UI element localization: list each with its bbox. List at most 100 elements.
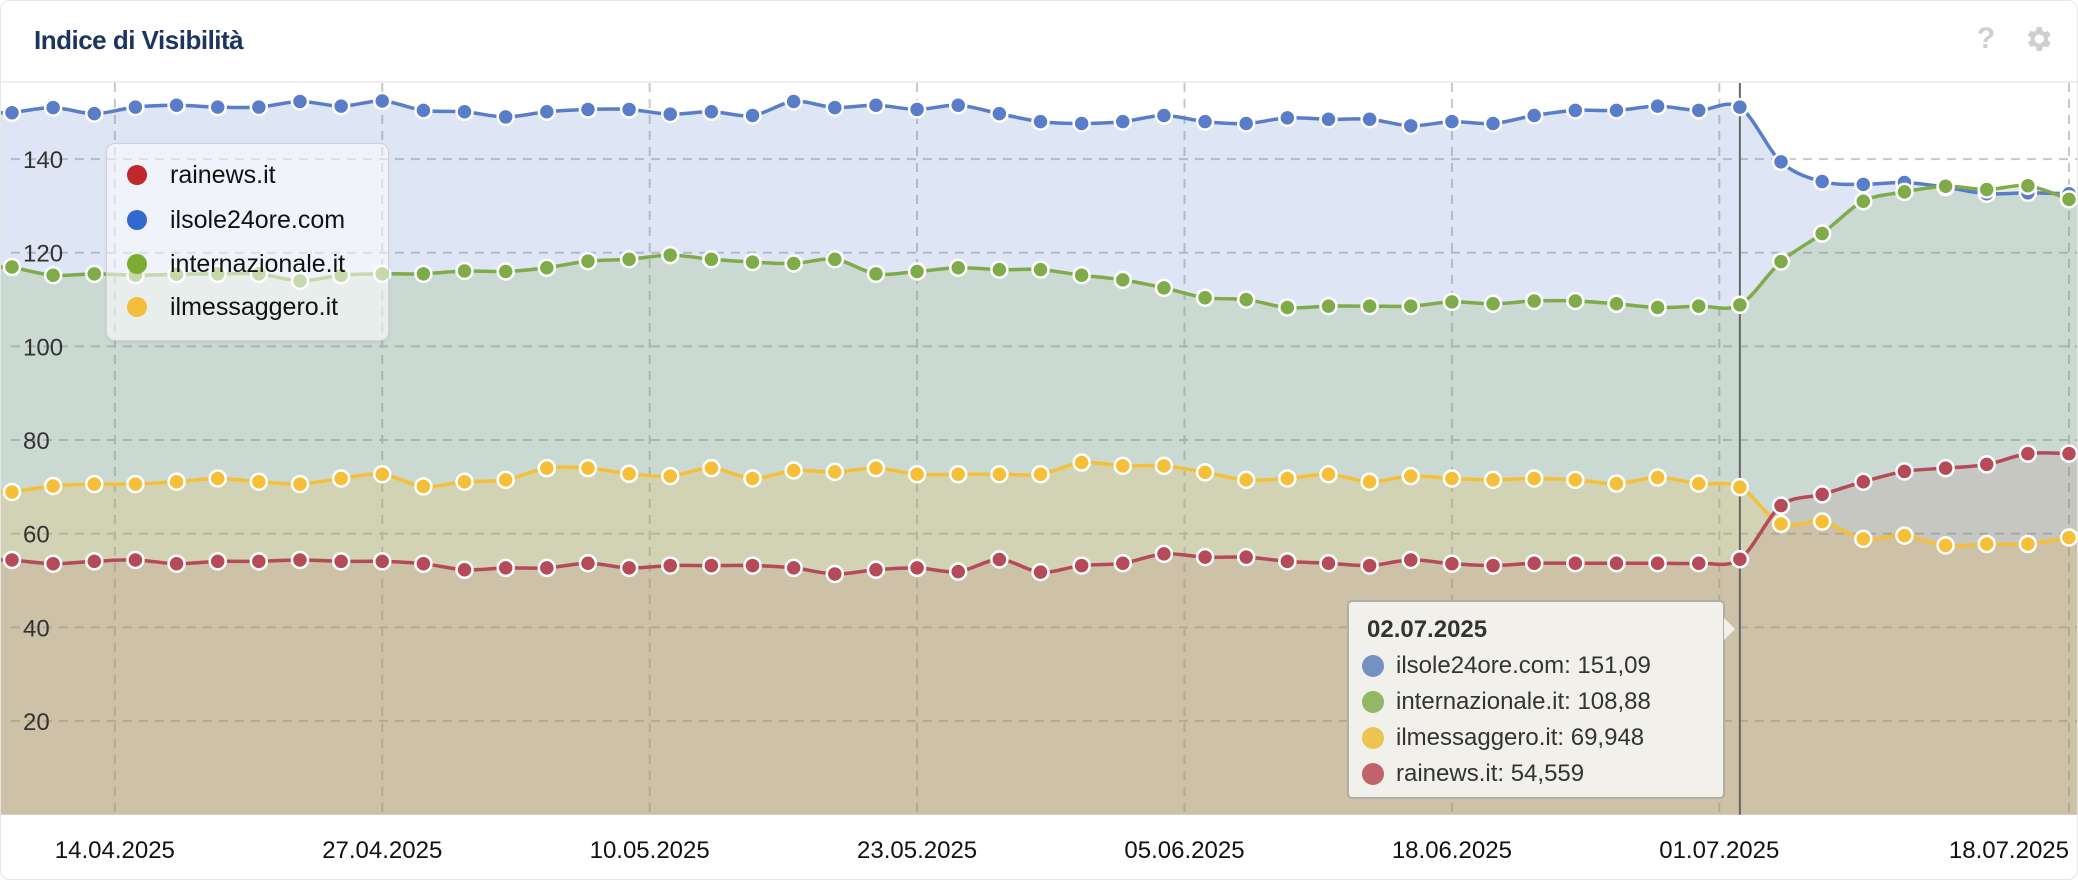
point-ilmessaggero-it (784, 461, 803, 480)
point-internazionale-it (1113, 270, 1133, 290)
series-dot-icon (1362, 655, 1384, 677)
point-ilmessaggero-it (1278, 469, 1297, 488)
point-ilsole24ore-com (1648, 96, 1667, 116)
tooltip-value: ilsole24ore.com: 151,09 (1396, 652, 1651, 679)
point-ilmessaggero-it (1236, 470, 1256, 490)
point-internazionale-it (1566, 291, 1585, 311)
y-tick-label: 100 (23, 334, 63, 361)
point-internazionale-it (1812, 224, 1832, 243)
point-internazionale-it (1195, 288, 1215, 307)
point-ilmessaggero-it (537, 458, 557, 478)
point-internazionale-it (660, 245, 680, 265)
point-ilsole24ore-com (702, 102, 721, 122)
x-tick-label: 18.07.2025 (1949, 837, 2069, 864)
point-ilsole24ore-com (578, 100, 598, 119)
point-ilmessaggero-it (1113, 456, 1133, 476)
point-ilsole24ore-com (1566, 101, 1585, 120)
legend-item-rainews[interactable]: rainews.it (127, 158, 276, 192)
y-tick-label: 120 (23, 241, 63, 268)
point-ilmessaggero-it (1195, 463, 1215, 482)
point-rainews-it (660, 556, 680, 575)
point-internazionale-it (537, 258, 557, 277)
point-internazionale-it (866, 264, 886, 284)
point-ilmessaggero-it (208, 469, 227, 488)
point-rainews-it (743, 556, 762, 575)
point-rainews-it (1195, 547, 1215, 567)
point-ilsole24ore-com (1319, 110, 1338, 129)
point-ilsole24ore-com (1442, 112, 1462, 131)
point-rainews-it (1360, 556, 1379, 575)
point-internazionale-it (743, 252, 762, 272)
legend-item-internazionale[interactable]: internazionale.it (127, 247, 345, 281)
point-rainews-it (1278, 552, 1297, 571)
point-internazionale-it (1854, 191, 1873, 211)
point-ilsole24ore-com (1113, 112, 1133, 131)
y-tick-label: 140 (23, 147, 63, 174)
point-ilmessaggero-it (1648, 468, 1667, 487)
point-rainews-it (1319, 553, 1338, 573)
point-ilmessaggero-it (414, 477, 433, 496)
legend-label: internazionale.it (170, 249, 346, 278)
series-dot-icon (1362, 691, 1384, 713)
point-ilsole24ore-com (1360, 110, 1379, 129)
point-ilmessaggero-it (43, 476, 63, 496)
point-ilmessaggero-it (743, 469, 762, 488)
point-ilmessaggero-it (331, 469, 351, 488)
point-ilsole24ore-com (866, 95, 886, 115)
point-internazionale-it (578, 251, 598, 271)
point-ilmessaggero-it (1442, 469, 1462, 488)
point-ilsole24ore-com (331, 96, 351, 116)
point-internazionale-it (619, 250, 639, 269)
point-ilsole24ore-com (1771, 152, 1791, 172)
point-ilsole24ore-com (660, 104, 680, 124)
point-ilsole24ore-com (784, 92, 803, 111)
x-tick-label: 18.06.2025 (1392, 837, 1512, 864)
point-rainews-it (1113, 553, 1133, 573)
point-internazionale-it (1936, 176, 1955, 196)
chart-tooltip: 02.07.2025 ilsole24ore.com: 151,09 inter… (1347, 600, 1735, 799)
point-ilmessaggero-it (1607, 474, 1626, 493)
point-ilmessaggero-it (167, 472, 186, 491)
point-ilmessaggero-it (126, 474, 145, 494)
y-tick-label: 60 (23, 522, 50, 549)
point-rainews-it (784, 558, 803, 578)
help-icon[interactable]: ? (1976, 22, 1996, 55)
point-ilsole24ore-com (1236, 114, 1256, 133)
point-ilsole24ore-com (537, 102, 557, 122)
point-internazionale-it (1442, 292, 1462, 312)
point-rainews-it (619, 558, 639, 578)
point-ilmessaggero-it (1524, 469, 1544, 488)
point-ilsole24ore-com (2, 103, 22, 122)
legend-label: rainews.it (170, 160, 276, 189)
point-internazionale-it (1236, 290, 1256, 309)
point-rainews-it (1812, 485, 1832, 504)
point-ilmessaggero-it (1031, 464, 1050, 484)
point-internazionale-it (907, 262, 927, 281)
legend-dot-icon (127, 254, 147, 274)
point-rainews-it (414, 554, 433, 573)
point-ilsole24ore-com (126, 97, 145, 117)
legend-item-ilmessaggero[interactable]: ilmessaggero.it (127, 290, 338, 324)
point-internazionale-it (948, 258, 968, 277)
gear-icon[interactable] (2022, 23, 2054, 55)
point-rainews-it (1072, 556, 1091, 575)
point-ilsole24ore-com (1854, 175, 1873, 194)
card-title: Indice di Visibilità (34, 25, 244, 55)
point-ilsole24ore-com (43, 98, 63, 117)
point-ilmessaggero-it (1483, 470, 1503, 490)
point-internazionale-it (1483, 294, 1503, 314)
point-rainews-it (1236, 547, 1256, 567)
point-rainews-it (990, 550, 1009, 569)
point-ilmessaggero-it (907, 464, 927, 484)
point-ilmessaggero-it (990, 464, 1009, 484)
point-internazionale-it (455, 261, 474, 281)
legend-item-ilsole24ore[interactable]: ilsole24ore.com (127, 203, 345, 237)
point-ilsole24ore-com (1401, 116, 1421, 136)
point-ilsole24ore-com (948, 95, 968, 115)
point-ilmessaggero-it (2, 482, 22, 502)
point-ilmessaggero-it (1072, 453, 1091, 472)
point-ilmessaggero-it (373, 464, 392, 484)
legend-label: ilmessaggero.it (170, 292, 339, 321)
point-ilmessaggero-it (1154, 456, 1174, 476)
point-ilsole24ore-com (825, 98, 845, 117)
